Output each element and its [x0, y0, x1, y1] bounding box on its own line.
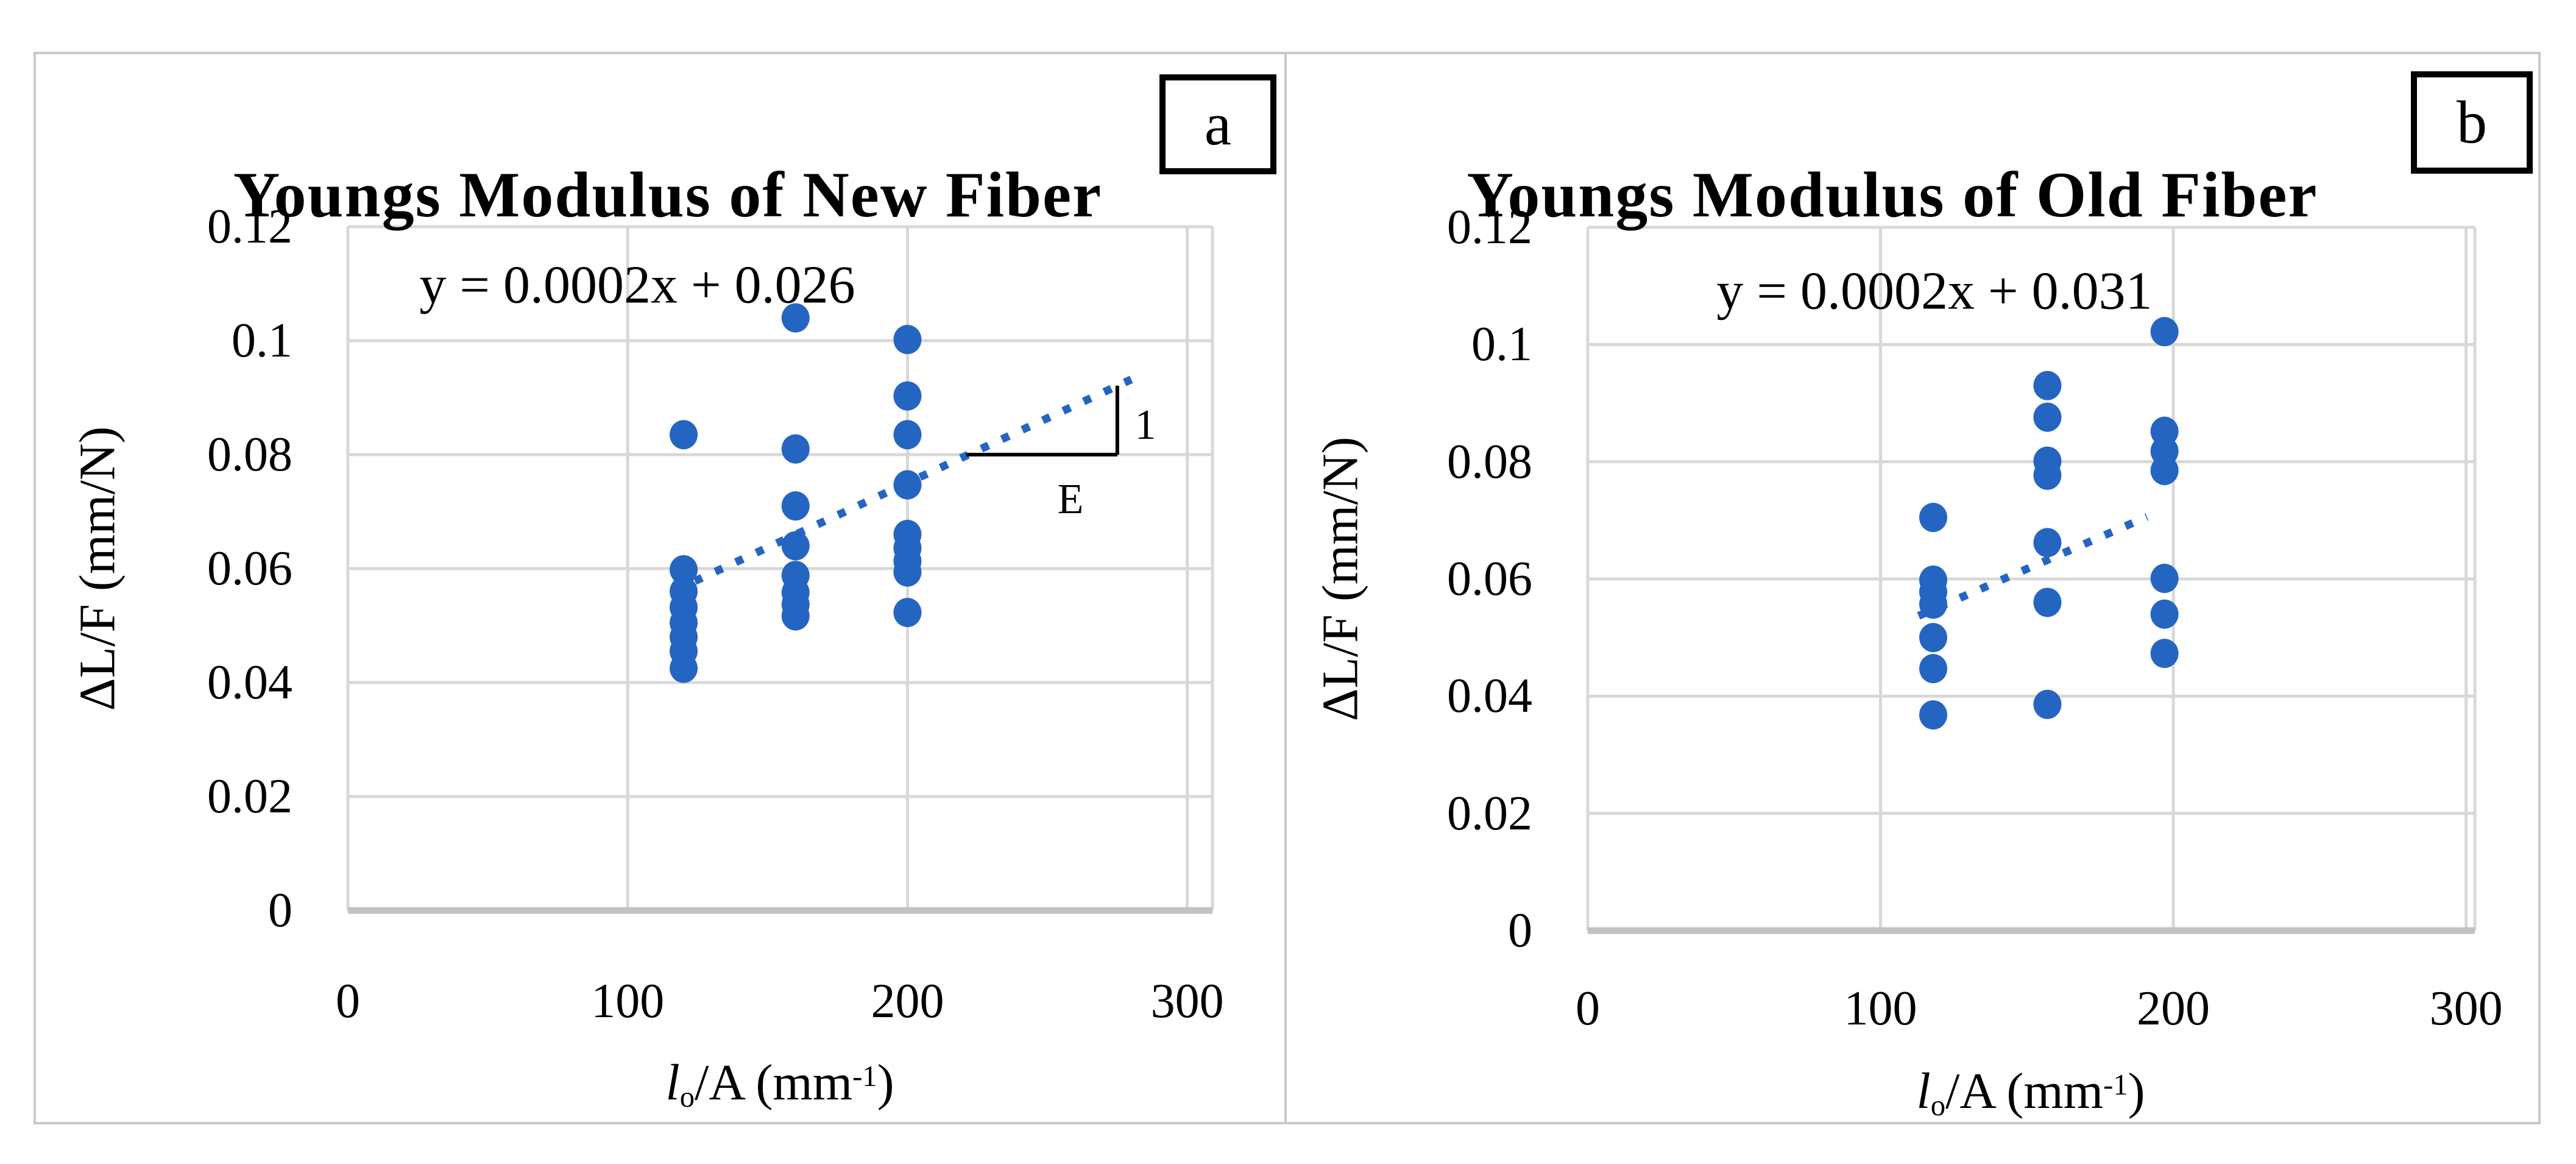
panel-label-box: b — [2411, 71, 2533, 174]
x-tick-label: 0 — [336, 974, 360, 1028]
x-tick-label: 200 — [2137, 982, 2210, 1035]
data-point — [670, 653, 698, 683]
data-point — [781, 434, 810, 464]
data-point — [1919, 589, 1948, 619]
data-point — [781, 303, 810, 333]
x-axis-units: /A (mm — [1945, 1062, 2104, 1120]
x-tick-label: 0 — [1576, 982, 1600, 1035]
x-axis-subscript: o — [679, 1081, 695, 1114]
slope-run-label: E — [1057, 476, 1084, 523]
x-tick-label: 200 — [871, 974, 944, 1028]
y-tick-label: 0.1 — [1471, 318, 1532, 372]
x-axis-title: lo/A (mm-1) — [1916, 1062, 2145, 1123]
data-point — [2150, 639, 2179, 669]
y-tick-label: 0.1 — [232, 314, 292, 367]
x-axis-units-close: ) — [2128, 1062, 2145, 1120]
panel-divider — [1284, 52, 1287, 1124]
y-tick-label: 0.06 — [1447, 552, 1532, 606]
y-tick-label: 0.06 — [207, 542, 292, 595]
data-point — [2033, 402, 2062, 432]
chart-title: Youngs Modulus of Old Fiber — [1467, 158, 2318, 230]
data-point — [2033, 460, 2062, 490]
y-tick-label: 0 — [268, 884, 292, 937]
y-tick-label: 0.02 — [207, 770, 292, 823]
x-axis-subscript: o — [1930, 1089, 1946, 1123]
data-point — [1919, 623, 1948, 653]
data-point — [1919, 700, 1948, 730]
x-axis-units: /A (mm — [695, 1054, 853, 1111]
x-tick-label: 300 — [2429, 982, 2503, 1035]
slope-rise-label: 1 — [1134, 402, 1156, 449]
data-point — [2150, 456, 2179, 486]
data-point — [893, 420, 922, 450]
chart-title: Youngs Modulus of New Fiber — [233, 158, 1103, 230]
data-point — [893, 557, 922, 587]
data-point — [670, 555, 698, 584]
data-point — [893, 325, 922, 355]
data-point — [2150, 599, 2179, 629]
figure-border — [34, 52, 2541, 1124]
x-tick-label: 100 — [591, 974, 665, 1028]
trendline-equation: y = 0.0002x + 0.026 — [419, 255, 855, 315]
panel-label: b — [2457, 88, 2487, 156]
y-tick-label: 0.12 — [207, 200, 292, 254]
y-tick-label: 0.02 — [1447, 786, 1532, 840]
data-point — [670, 420, 698, 450]
y-tick-label: 0 — [1508, 904, 1532, 957]
x-tick-label: 100 — [1844, 982, 1917, 1035]
x-axis-exponent: -1 — [852, 1059, 877, 1093]
y-tick-label: 0.08 — [1447, 435, 1532, 489]
data-point — [1919, 503, 1948, 533]
trendline-equation: y = 0.0002x + 0.031 — [1716, 261, 2153, 321]
x-axis-variable: l — [1916, 1062, 1931, 1120]
data-point — [2033, 587, 2062, 617]
x-tick-label: 300 — [1150, 974, 1224, 1028]
data-point — [781, 601, 810, 631]
y-tick-label: 0.12 — [1447, 201, 1532, 254]
data-point — [2033, 689, 2062, 719]
y-tick-label: 0.08 — [207, 428, 292, 481]
x-axis-units-close: ) — [877, 1054, 894, 1111]
data-point — [781, 491, 810, 521]
panel-label-box: a — [1159, 74, 1276, 174]
data-point — [2150, 564, 2179, 594]
y-tick-label: 0.04 — [207, 656, 292, 709]
data-point — [893, 597, 922, 627]
x-axis-exponent: -1 — [2103, 1068, 2128, 1101]
y-tick-label: 0.04 — [1447, 669, 1532, 723]
data-point — [2033, 371, 2062, 400]
data-point — [893, 470, 922, 500]
data-point — [2150, 317, 2179, 347]
x-axis-variable: l — [665, 1054, 680, 1111]
trendline — [1917, 513, 2149, 620]
data-point — [2033, 528, 2062, 558]
x-axis-title: lo/A (mm-1) — [665, 1053, 894, 1114]
data-point — [1919, 654, 1948, 684]
data-point — [781, 531, 810, 561]
panel-label: a — [1204, 90, 1232, 158]
data-point — [893, 381, 922, 411]
